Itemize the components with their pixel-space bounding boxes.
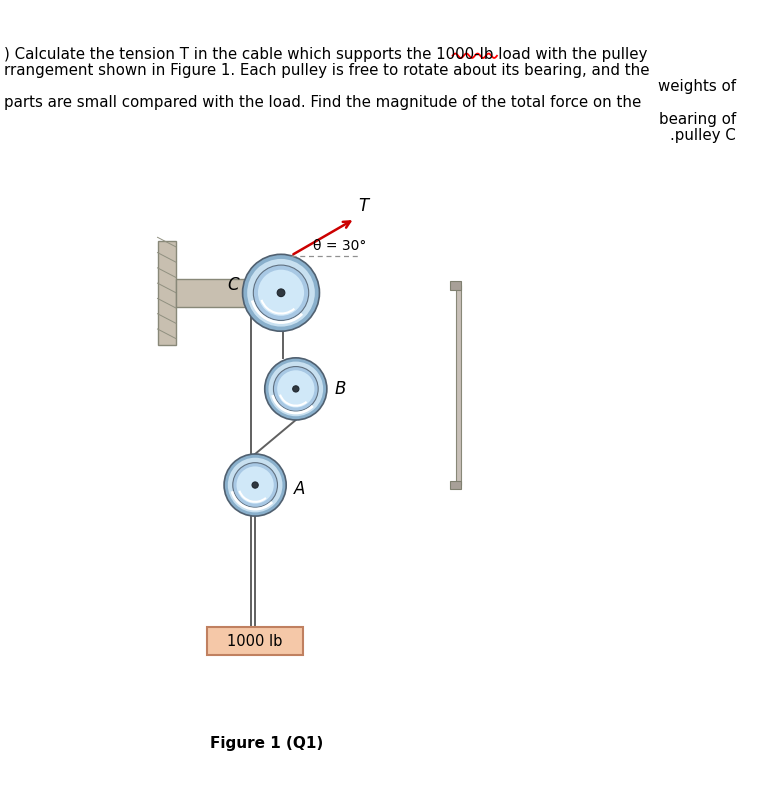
- Text: ) Calculate the tension T in the cable which supports the 1000-lb load with the : ) Calculate the tension T in the cable w…: [4, 46, 647, 62]
- Bar: [176, 278, 287, 307]
- Circle shape: [277, 289, 285, 297]
- Circle shape: [274, 366, 318, 411]
- Text: parts are small compared with the load. Find the magnitude of the total force on: parts are small compared with the load. …: [4, 95, 641, 110]
- Text: .pulley C: .pulley C: [670, 128, 736, 143]
- Text: A: A: [293, 480, 305, 498]
- Circle shape: [258, 270, 304, 316]
- Text: T: T: [359, 197, 369, 215]
- Text: rrangement shown in Figure 1. Each pulley is free to rotate about its bearing, a: rrangement shown in Figure 1. Each pulle…: [4, 62, 649, 78]
- Circle shape: [242, 254, 320, 331]
- Circle shape: [236, 466, 274, 504]
- Circle shape: [224, 454, 286, 516]
- Bar: [207, 627, 303, 655]
- Text: C: C: [228, 276, 239, 294]
- Text: bearing of: bearing of: [658, 111, 736, 126]
- Circle shape: [228, 458, 282, 512]
- Circle shape: [292, 386, 299, 392]
- Bar: [450, 481, 461, 490]
- Circle shape: [247, 259, 315, 326]
- Circle shape: [233, 462, 278, 507]
- Text: B: B: [334, 380, 346, 398]
- Bar: [157, 241, 176, 345]
- Circle shape: [268, 362, 323, 416]
- Circle shape: [252, 482, 258, 488]
- Circle shape: [265, 358, 327, 420]
- Text: weights of: weights of: [658, 79, 736, 94]
- Bar: [456, 286, 461, 485]
- Text: Figure 1 (Q1): Figure 1 (Q1): [210, 736, 323, 751]
- Text: θ = 30°: θ = 30°: [313, 238, 367, 253]
- Text: 1000 lb: 1000 lb: [228, 634, 283, 649]
- Circle shape: [253, 265, 309, 321]
- Bar: [450, 281, 461, 290]
- Circle shape: [277, 370, 314, 407]
